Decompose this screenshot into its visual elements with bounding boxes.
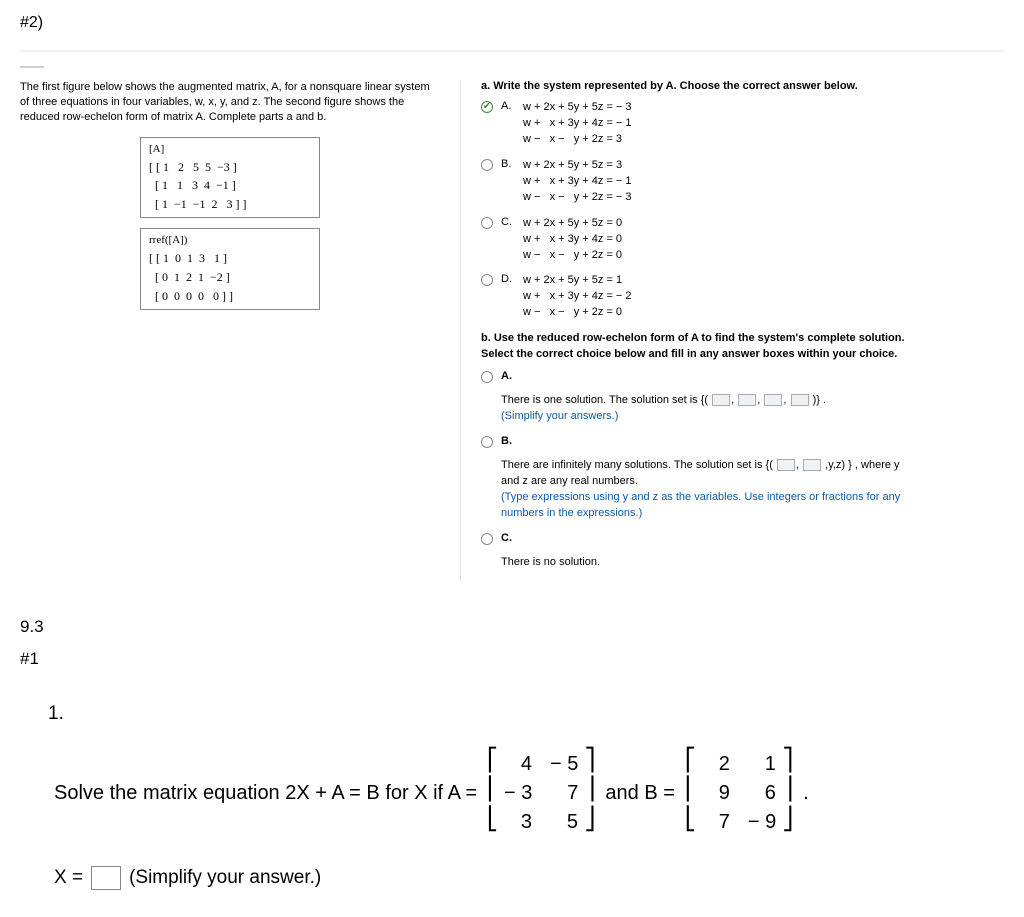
answer-hint: (Simplify your answer.) [129,867,321,889]
part-b-prompt: b. Use the reduced row-echelon form of A… [481,331,915,362]
option-equations: w + 2x + 5y + 5z = 3 w + x + 3y + 4z = −… [523,158,632,206]
option-letter: A. [501,100,515,112]
matrix-B: ⎡⎢⎣21967− 9⎤⎥⎦ [685,749,793,838]
radio-b-b[interactable] [481,436,493,448]
choice-a-after: . [823,394,826,406]
rref-row: [ 0 1 2 1 −2 ] [149,268,311,287]
option-letter: C. [501,216,515,228]
answer-blank[interactable] [803,459,821,471]
option-letter: B. [501,158,515,170]
q1-equation-line: Solve the matrix equation 2X + A = B for… [54,749,1004,838]
question-tag: #2) [20,14,1004,32]
right-column: a. Write the system represented by A. Ch… [460,80,915,581]
section-number-1: #1 [20,649,1004,669]
choice-b-text: There are infinitely many solutions. The… [501,459,766,471]
option-equations: w + 2x + 5y + 5z = − 3 w + x + 3y + 4z =… [523,100,632,148]
intro-text: The first figure below shows the augment… [20,80,430,125]
solution-set-close: } [848,459,852,471]
choice-letter: B. [501,435,515,447]
divider [20,50,1004,52]
rref-row: [ [ 1 0 1 3 1 ] [149,249,311,268]
choice-b-hint: (Type expressions using y and z as the v… [501,491,900,519]
answer-label: X = [54,867,83,889]
solution-set-open: {( [701,394,708,406]
choice-letter: A. [501,370,515,382]
radio-option[interactable] [481,274,493,286]
divider-short [20,66,44,68]
part-a-prompt: a. Write the system represented by A. Ch… [481,80,915,92]
choice-letter: C. [501,532,515,544]
solution-set-open: {( [766,459,773,471]
rref-row: [ 0 0 0 0 0 ] ] [149,287,311,306]
option-letter: D. [501,273,515,285]
option-equations: w + 2x + 5y + 5z = 1 w + x + 3y + 4z = −… [523,273,632,321]
choice-A: A. There is one solution. The solution s… [481,370,915,425]
q1-lead: Solve the matrix equation 2X + A = B for… [54,782,477,805]
choice-a-text: There is one solution. The solution set … [501,394,701,406]
matrix-A-box: [A] [ [ 1 2 5 5 −3 ] [ 1 1 3 4 −1 ] [ 1 … [140,137,320,219]
q1-number: 1. [48,703,1004,725]
q1-tail: . [803,782,809,805]
matrix-A-label: [A] [149,141,311,158]
choice-C: C. There is no solution. [481,532,915,571]
radio-b-a[interactable] [481,371,493,383]
option-equations: w + 2x + 5y + 5z = 0 w + x + 3y + 4z = 0… [523,216,622,264]
radio-option[interactable] [481,101,493,113]
solution-set-close: )} [813,394,820,406]
matrix-A-row: [ [ 1 2 5 5 −3 ] [149,158,311,177]
tuple-tail: ,y,z) [825,459,845,471]
section-9-3: 9.3 [20,617,1004,637]
rref-label: rref([A]) [149,232,311,249]
radio-option[interactable] [481,159,493,171]
answer-blank[interactable] [777,459,795,471]
rref-box: rref([A]) [ [ 1 0 1 3 1 ] [ 0 1 2 1 −2 ]… [140,228,320,310]
choice-a-hint: (Simplify your answers.) [501,410,618,422]
q1-mid: and B = [605,782,675,805]
q1-answer-line: X = (Simplify your answer.) [54,866,1004,890]
answer-blank[interactable] [712,394,730,406]
radio-b-c[interactable] [481,533,493,545]
matrix-A: ⎡⎢⎣4− 5− 3735⎤⎥⎦ [487,749,595,838]
answer-blank[interactable] [738,394,756,406]
matrix-A-row: [ 1 −1 −1 2 3 ] ] [149,195,311,214]
choice-c-text: There is no solution. [501,555,915,571]
left-column: The first figure below shows the augment… [20,80,430,320]
matrix-A-row: [ 1 1 3 4 −1 ] [149,176,311,195]
answer-input[interactable] [91,866,121,890]
answer-blank[interactable] [791,394,809,406]
radio-option[interactable] [481,217,493,229]
answer-blank[interactable] [764,394,782,406]
choice-B: B. There are infinitely many solutions. … [481,435,915,522]
problem-two-col: The first figure below shows the augment… [20,80,1004,581]
